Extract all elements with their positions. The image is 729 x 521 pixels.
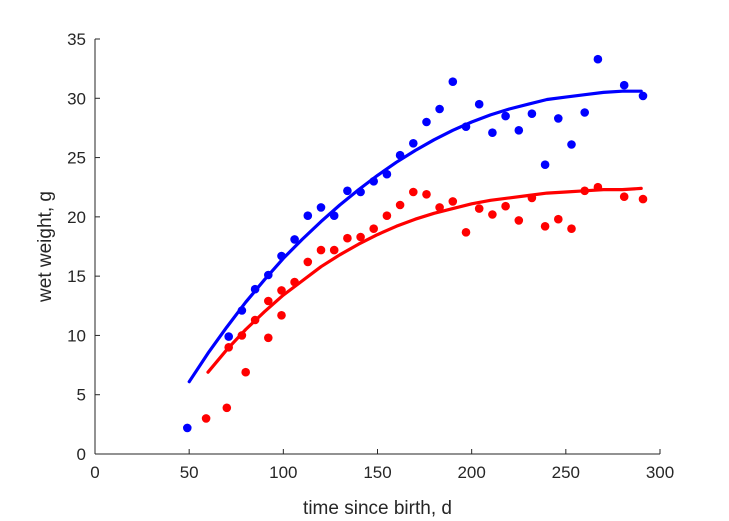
- data-point-0: [474, 99, 484, 109]
- data-point-0: [435, 104, 444, 114]
- data-point-2: [638, 194, 648, 204]
- data-point-2: [343, 233, 352, 243]
- data-point-0: [501, 111, 510, 121]
- data-point-0: [527, 109, 537, 118]
- data-point-0: [422, 117, 431, 127]
- data-point-0: [580, 108, 589, 117]
- y-tick-label: 10: [67, 326, 86, 345]
- data-point-2: [264, 296, 273, 306]
- x-tick-label: 200: [457, 463, 485, 482]
- data-point-0: [540, 160, 550, 169]
- data-point-2: [277, 286, 286, 295]
- data-point-0: [593, 54, 603, 64]
- x-tick-label: 50: [180, 463, 199, 482]
- data-point-2: [488, 210, 497, 219]
- data-point-0: [409, 139, 418, 148]
- fit-line-1: [187, 89, 643, 384]
- data-point-2: [241, 367, 250, 377]
- data-point-2: [369, 224, 379, 233]
- y-tick-label: 5: [77, 386, 86, 405]
- data-point-2: [567, 224, 576, 233]
- data-point-2: [540, 222, 550, 231]
- data-point-0: [554, 114, 563, 123]
- data-point-2: [277, 311, 286, 320]
- data-point-0: [514, 126, 524, 135]
- data-point-2: [554, 214, 563, 224]
- x-axis-label: time since birth, d: [303, 498, 452, 519]
- data-point-2: [201, 414, 211, 423]
- data-point-0: [638, 91, 648, 101]
- data-point-2: [514, 216, 524, 225]
- data-point-2: [435, 203, 444, 212]
- y-tick-label: 25: [67, 149, 86, 168]
- data-point-0: [448, 77, 458, 86]
- y-axis-label: wet weight, g: [35, 191, 56, 303]
- data-point-0: [224, 332, 233, 341]
- data-point-0: [183, 423, 192, 433]
- data-point-0: [343, 186, 352, 196]
- data-point-2: [382, 211, 392, 220]
- data-point-2: [222, 403, 232, 413]
- data-point-2: [501, 201, 510, 211]
- data-point-2: [619, 192, 629, 201]
- data-point-2: [356, 232, 365, 242]
- axes: 0 50 100 150 200 250 300 0 5 10 15 20 25 30 35: [67, 30, 674, 482]
- data-point-2: [303, 257, 313, 267]
- data-point-0: [619, 80, 629, 90]
- data-point-2: [422, 190, 431, 199]
- y-tick-label: 35: [67, 30, 86, 49]
- data-point-0: [316, 203, 326, 212]
- data-point-0: [488, 128, 497, 137]
- x-tick-label: 150: [363, 463, 391, 482]
- data-point-0: [290, 235, 299, 244]
- x-tick-label: 100: [269, 463, 297, 482]
- x-tick-label: 0: [90, 463, 99, 482]
- y-tick-label: 30: [67, 89, 86, 108]
- fit-line-3: [206, 186, 643, 374]
- x-tick-label: 250: [552, 463, 580, 482]
- y-tick-label: 15: [67, 267, 86, 286]
- x-tick-label: 300: [646, 463, 674, 482]
- data-point-2: [316, 245, 326, 255]
- data-point-2: [329, 245, 339, 255]
- data-point-2: [264, 333, 273, 343]
- data-point-2: [395, 200, 405, 210]
- data-point-2: [409, 187, 418, 197]
- data-point-0: [567, 140, 576, 149]
- y-tick-label: 0: [77, 445, 86, 464]
- data-point-2: [474, 204, 484, 213]
- data-point-0: [303, 211, 313, 220]
- y-tick-label: 20: [67, 208, 86, 227]
- plot-area: [183, 54, 648, 433]
- data-point-2: [461, 228, 471, 237]
- data-point-2: [448, 197, 458, 206]
